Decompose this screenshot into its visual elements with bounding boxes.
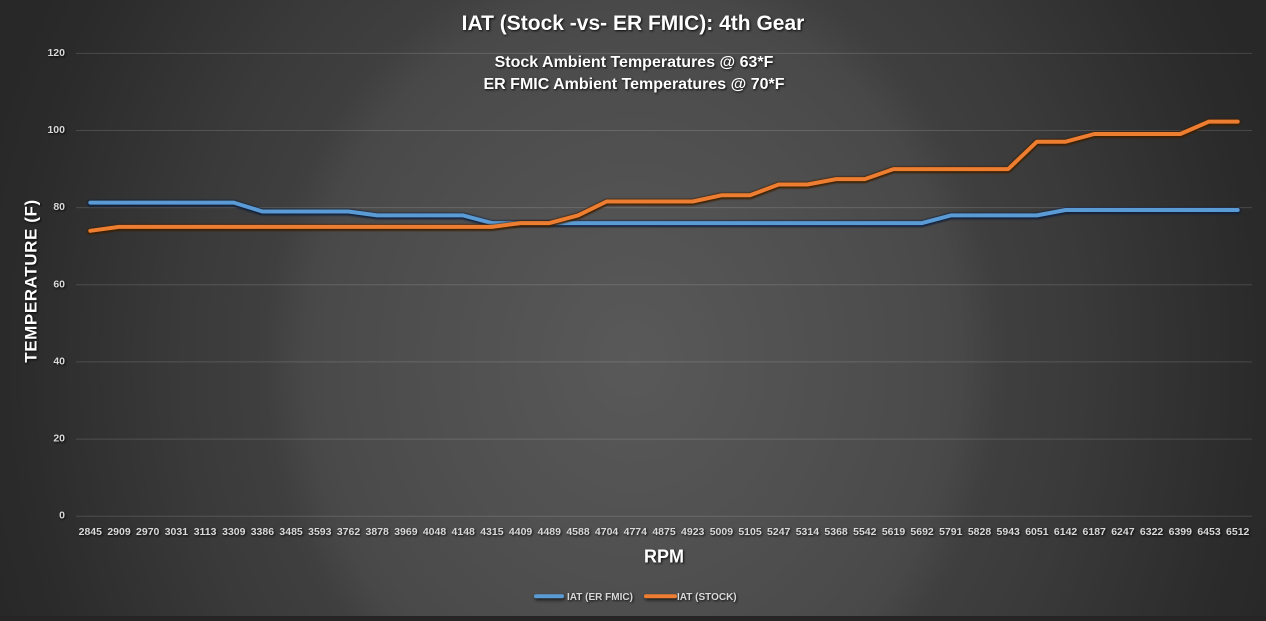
svg-text:IAT (ER FMIC): IAT (ER FMIC) — [567, 592, 633, 603]
svg-text:4704: 4704 — [595, 526, 619, 538]
svg-text:6512: 6512 — [1226, 526, 1250, 538]
svg-text:TEMPERATURE (F): TEMPERATURE (F) — [22, 199, 41, 363]
svg-text:5619: 5619 — [882, 526, 906, 538]
svg-text:3113: 3113 — [194, 526, 217, 538]
svg-text:20: 20 — [53, 433, 65, 445]
svg-text:3031: 3031 — [165, 526, 189, 538]
svg-text:6187: 6187 — [1083, 526, 1107, 538]
svg-text:80: 80 — [53, 201, 65, 213]
svg-text:40: 40 — [53, 355, 65, 367]
svg-text:6322: 6322 — [1140, 526, 1164, 538]
svg-text:5828: 5828 — [968, 526, 992, 538]
svg-text:3386: 3386 — [251, 526, 275, 538]
svg-text:2909: 2909 — [107, 526, 131, 538]
svg-text:60: 60 — [53, 278, 65, 290]
svg-text:3878: 3878 — [366, 526, 390, 538]
svg-text:4588: 4588 — [566, 526, 590, 538]
svg-text:IAT (Stock -vs- ER FMIC): 4th: IAT (Stock -vs- ER FMIC): 4th Gear — [462, 12, 805, 35]
svg-text:2845: 2845 — [79, 526, 103, 538]
svg-text:6399: 6399 — [1169, 526, 1193, 538]
svg-text:120: 120 — [47, 47, 65, 59]
svg-text:6247: 6247 — [1111, 526, 1135, 538]
svg-text:5247: 5247 — [767, 526, 791, 538]
svg-text:4875: 4875 — [652, 526, 676, 538]
svg-text:4148: 4148 — [452, 526, 476, 538]
svg-text:4923: 4923 — [681, 526, 705, 538]
svg-text:4048: 4048 — [423, 526, 447, 538]
svg-text:3969: 3969 — [394, 526, 418, 538]
svg-text:5943: 5943 — [997, 526, 1021, 538]
svg-text:3762: 3762 — [337, 526, 361, 538]
svg-text:4409: 4409 — [509, 526, 533, 538]
svg-text:6453: 6453 — [1197, 526, 1221, 538]
svg-text:3485: 3485 — [279, 526, 303, 538]
svg-text:5542: 5542 — [853, 526, 877, 538]
svg-text:6051: 6051 — [1025, 526, 1049, 538]
svg-text:5009: 5009 — [710, 526, 734, 538]
svg-text:IAT (STOCK): IAT (STOCK) — [677, 592, 737, 603]
svg-text:5692: 5692 — [910, 526, 934, 538]
svg-text:5314: 5314 — [796, 526, 820, 538]
svg-text:4774: 4774 — [624, 526, 648, 538]
svg-text:5791: 5791 — [939, 526, 963, 538]
svg-text:5105: 5105 — [738, 526, 762, 538]
svg-text:0: 0 — [59, 510, 65, 522]
svg-text:4315: 4315 — [480, 526, 504, 538]
svg-text:ER FMIC Ambient Temperatures @: ER FMIC Ambient Temperatures @ 70*F — [484, 76, 785, 93]
svg-text:100: 100 — [47, 124, 65, 136]
svg-text:3593: 3593 — [308, 526, 332, 538]
svg-text:5368: 5368 — [824, 526, 848, 538]
svg-text:6142: 6142 — [1054, 526, 1078, 538]
svg-text:RPM: RPM — [644, 547, 684, 567]
svg-text:Stock Ambient Temperatures @ 6: Stock Ambient Temperatures @ 63*F — [495, 54, 774, 71]
svg-text:4489: 4489 — [538, 526, 562, 538]
svg-text:3309: 3309 — [222, 526, 246, 538]
svg-text:2970: 2970 — [136, 526, 160, 538]
